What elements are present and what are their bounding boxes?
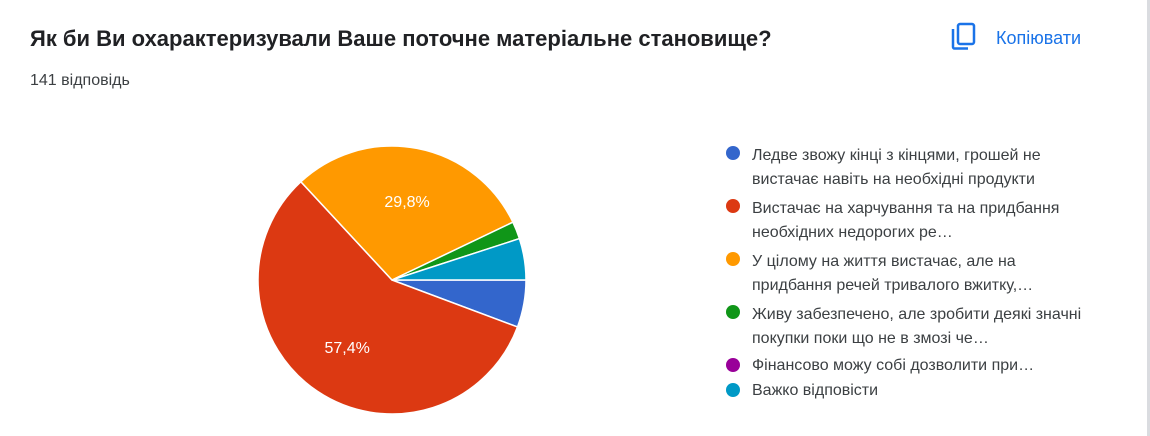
legend-swatch: [726, 358, 740, 372]
legend-label: Вистачає на харчування та на придбання н…: [752, 200, 1060, 241]
copy-icon: [948, 21, 978, 56]
legend-label: Фінансово можу собі дозволити при…: [752, 357, 1035, 374]
chart-legend: Ледве звожу кінці з кінцями, грошей не в…: [726, 144, 1096, 406]
legend-item[interactable]: Вистачає на харчування та на придбання н…: [726, 197, 1096, 245]
legend-swatch: [726, 383, 740, 397]
legend-label: Живу забезпечено, але зробити деякі знач…: [752, 306, 1082, 347]
legend-item[interactable]: Ледве звожу кінці з кінцями, грошей не в…: [726, 144, 1096, 192]
legend-label: Ледве звожу кінці з кінцями, грошей не в…: [752, 147, 1041, 188]
pie-slice[interactable]: [299, 145, 514, 281]
copy-button-label: Копіювати: [996, 27, 1082, 48]
legend-swatch: [726, 252, 740, 266]
slice-percent-label: 29,8%: [384, 194, 429, 211]
legend-item[interactable]: Важко відповісти: [726, 381, 1096, 401]
responses-count: 141 відповідь: [30, 72, 130, 89]
legend-item[interactable]: У цілому на життя вистачає, але на придб…: [726, 250, 1096, 298]
slice-percent-label: 57,4%: [325, 340, 370, 357]
legend-swatch: [726, 146, 740, 160]
legend-label: У цілому на життя вистачає, але на придб…: [752, 253, 1034, 294]
legend-swatch: [726, 305, 740, 319]
legend-item[interactable]: Фінансово можу собі дозволити при…: [726, 356, 1096, 376]
pie-chart: 57,4% 29,8%: [257, 145, 527, 415]
pie-slice[interactable]: [391, 237, 527, 281]
panel-edge: [1147, 0, 1150, 436]
legend-label: Важко відповісти: [752, 382, 879, 399]
legend-item[interactable]: Живу забезпечено, але зробити деякі знач…: [726, 303, 1096, 351]
question-title: Як би Ви охарактеризували Ваше поточне м…: [30, 26, 772, 51]
pie-slice[interactable]: [257, 180, 519, 415]
copy-button[interactable]: Копіювати: [948, 20, 1081, 56]
legend-swatch: [726, 199, 740, 213]
